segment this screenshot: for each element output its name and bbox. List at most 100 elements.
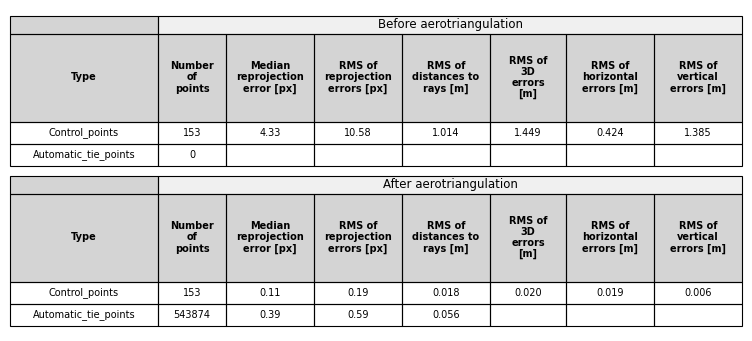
Bar <box>654 144 742 165</box>
Bar <box>566 121 654 144</box>
Text: Automatic_tie_points: Automatic_tie_points <box>32 149 135 160</box>
Bar <box>158 15 742 33</box>
Bar <box>10 144 158 165</box>
Text: Control_points: Control_points <box>49 287 119 298</box>
Bar <box>158 176 742 193</box>
Bar <box>158 303 226 326</box>
Bar <box>314 193 402 282</box>
Bar <box>490 144 566 165</box>
Bar <box>10 33 158 121</box>
Text: Before aerotriangulation: Before aerotriangulation <box>378 18 523 31</box>
Text: 10.58: 10.58 <box>344 128 371 137</box>
Bar <box>490 121 566 144</box>
Bar <box>402 121 490 144</box>
Text: 0.11: 0.11 <box>259 287 280 297</box>
Text: RMS of
distances to
rays [m]: RMS of distances to rays [m] <box>412 221 480 254</box>
Text: RMS of
3D
errors
[m]: RMS of 3D errors [m] <box>509 216 547 260</box>
Bar <box>226 193 314 282</box>
Bar <box>402 282 490 303</box>
Bar <box>490 282 566 303</box>
Text: 4.33: 4.33 <box>259 128 280 137</box>
Text: Number
of
points: Number of points <box>170 61 214 94</box>
Bar <box>490 33 566 121</box>
Bar <box>402 144 490 165</box>
Bar <box>490 303 566 326</box>
Bar <box>226 144 314 165</box>
Bar <box>314 144 402 165</box>
Bar <box>10 282 158 303</box>
Text: RMS of
3D
errors
[m]: RMS of 3D errors [m] <box>509 56 547 100</box>
Text: 0.056: 0.056 <box>432 310 459 320</box>
Bar <box>10 121 158 144</box>
Text: 543874: 543874 <box>174 310 211 320</box>
Text: 0.39: 0.39 <box>259 310 280 320</box>
Bar <box>402 121 490 144</box>
Bar <box>314 33 402 121</box>
Text: After aerotriangulation: After aerotriangulation <box>383 178 517 191</box>
Bar <box>402 193 490 282</box>
Bar <box>314 303 402 326</box>
Bar <box>654 33 742 121</box>
Bar <box>490 303 566 326</box>
Bar <box>158 176 742 193</box>
Text: Median
reprojection
error [px]: Median reprojection error [px] <box>236 61 304 94</box>
Bar <box>158 193 226 282</box>
Bar <box>490 193 566 282</box>
Bar <box>226 282 314 303</box>
Bar <box>402 193 490 282</box>
Bar <box>654 193 742 282</box>
Bar <box>10 176 158 193</box>
Bar <box>402 33 490 121</box>
Bar <box>490 121 566 144</box>
Bar <box>226 121 314 144</box>
Bar <box>226 144 314 165</box>
Bar <box>226 282 314 303</box>
Bar <box>226 303 314 326</box>
Bar <box>654 303 742 326</box>
Text: 1.449: 1.449 <box>514 128 541 137</box>
Bar <box>226 33 314 121</box>
Bar <box>566 121 654 144</box>
Bar <box>566 193 654 282</box>
Bar <box>10 144 158 165</box>
Bar <box>226 303 314 326</box>
Bar <box>654 303 742 326</box>
Bar <box>314 121 402 144</box>
Bar <box>566 144 654 165</box>
Text: Number
of
points: Number of points <box>170 221 214 254</box>
Text: 153: 153 <box>183 287 202 297</box>
Bar <box>566 33 654 121</box>
Bar <box>10 282 158 303</box>
Bar <box>226 121 314 144</box>
Bar <box>158 144 226 165</box>
Bar <box>158 282 226 303</box>
Text: Automatic_tie_points: Automatic_tie_points <box>32 309 135 320</box>
Bar <box>654 282 742 303</box>
Bar <box>226 193 314 282</box>
Text: 0.018: 0.018 <box>432 287 459 297</box>
Bar <box>490 193 566 282</box>
Bar <box>654 193 742 282</box>
Bar <box>566 303 654 326</box>
Bar <box>314 303 402 326</box>
Bar <box>402 303 490 326</box>
Bar <box>490 33 566 121</box>
Bar <box>566 282 654 303</box>
Bar <box>158 303 226 326</box>
Bar <box>10 121 158 144</box>
Bar <box>654 121 742 144</box>
Bar <box>402 282 490 303</box>
Bar <box>10 193 158 282</box>
Text: RMS of
vertical
errors [m]: RMS of vertical errors [m] <box>670 61 726 94</box>
Text: 0.006: 0.006 <box>684 287 711 297</box>
Bar <box>158 193 226 282</box>
Text: Type: Type <box>71 73 97 83</box>
Bar <box>402 144 490 165</box>
Bar <box>226 33 314 121</box>
Bar <box>654 121 742 144</box>
Bar <box>158 121 226 144</box>
Text: RMS of
distances to
rays [m]: RMS of distances to rays [m] <box>412 61 480 94</box>
Text: 1.385: 1.385 <box>684 128 712 137</box>
Bar <box>566 33 654 121</box>
Text: 1.014: 1.014 <box>432 128 459 137</box>
